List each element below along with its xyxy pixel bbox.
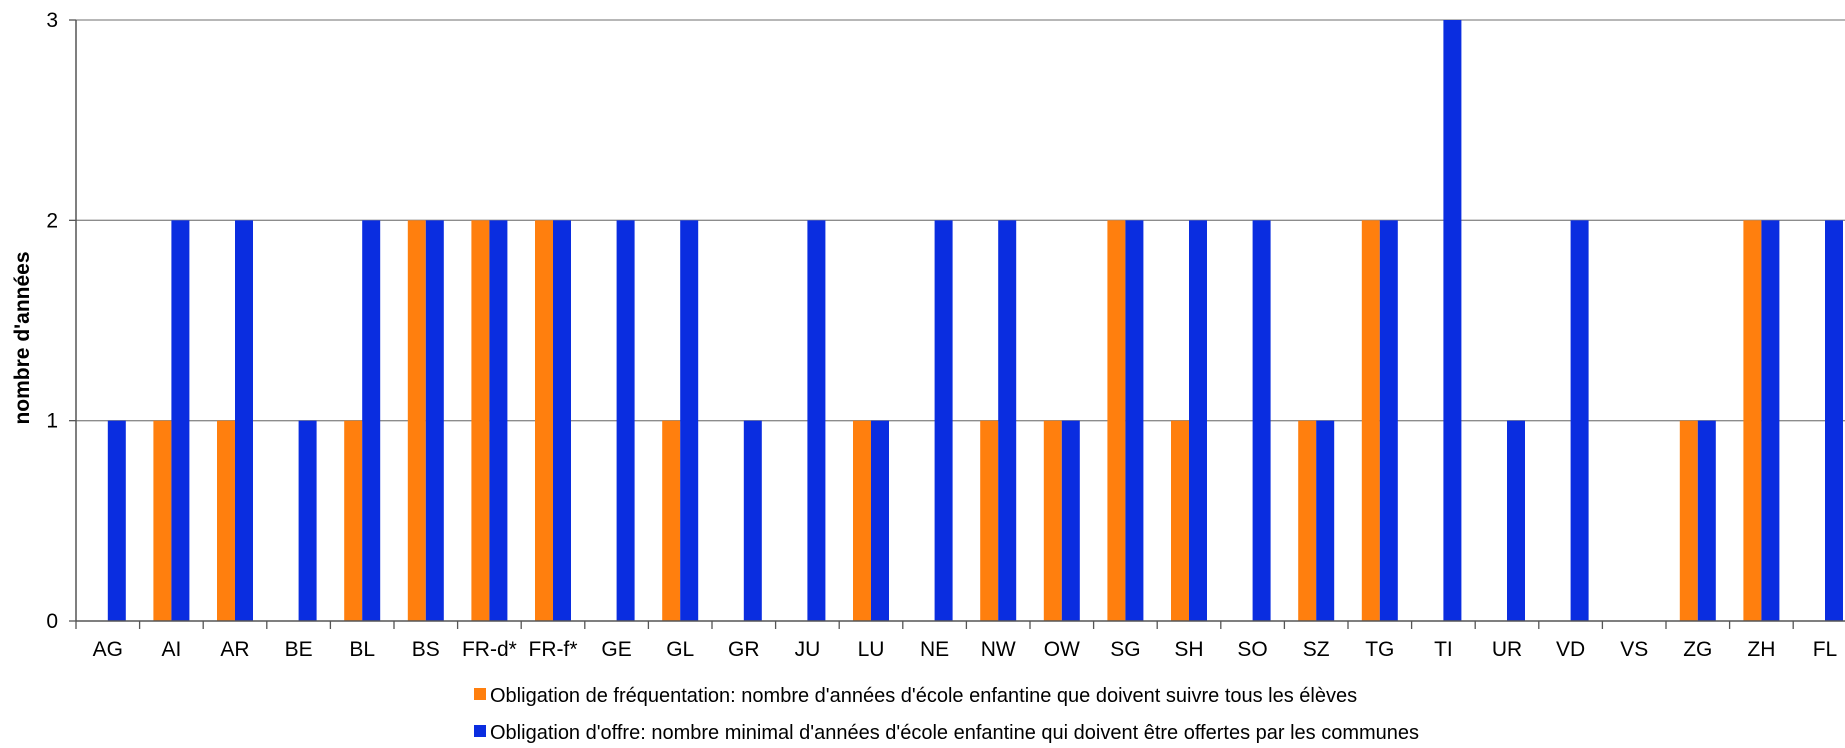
x-tick-label: BS (412, 638, 440, 661)
bar-offre-SZ (1316, 420, 1335, 621)
bar-frequentation-FR-d* (471, 220, 490, 622)
x-tick-label: VD (1556, 638, 1585, 661)
bar-frequentation-NW (980, 420, 999, 621)
bar-frequentation-LU (853, 420, 871, 621)
bar-frequentation-SZ (1298, 420, 1317, 621)
y-tick-label: 0 (46, 610, 58, 633)
x-tick-label: SH (1174, 638, 1203, 661)
bar-frequentation-ZH (1743, 220, 1762, 622)
legend-swatch (474, 725, 486, 737)
bar-frequentation-AI (153, 420, 172, 621)
bar-offre-FR-d* (489, 220, 508, 622)
x-tick-label: FR-d* (462, 638, 517, 661)
bar-offre-NE (934, 220, 953, 622)
bar-offre-AI (171, 220, 190, 622)
x-tick-label: AI (161, 638, 181, 661)
legend-entry: Obligation d'offre: nombre minimal d'ann… (490, 722, 1419, 744)
x-tick-label: TG (1365, 638, 1394, 661)
x-tick-label: BL (349, 638, 375, 661)
bar-frequentation-AR (217, 420, 235, 621)
x-tick-label: GL (666, 638, 694, 661)
bar-frequentation-SG (1107, 220, 1126, 622)
bar-frequentation-TG (1361, 220, 1380, 622)
y-tick-labels: 0 1 2 3 (46, 9, 58, 633)
x-tick-label: GR (728, 638, 760, 661)
bar-offre-AR (235, 220, 253, 622)
bar-offre-BL (362, 220, 381, 622)
y-tick-label: 1 (46, 410, 58, 433)
bar-frequentation-GL (662, 420, 681, 621)
x-tick-label: SZ (1303, 638, 1330, 661)
x-tick-label: FL (1813, 638, 1838, 661)
bar-offre-ZH (1761, 220, 1780, 622)
x-tick-label: BE (285, 638, 313, 661)
bar-frequentation-OW (1043, 420, 1062, 621)
x-tick-labels: AG AI AR BE BL BS FR-d* FR-f* GE GL GR JU LU NE NW OW SG… (93, 638, 1838, 661)
bar-offre-UR (1507, 420, 1525, 621)
legend: Obligation de fréquentation: nombre d'an… (474, 685, 1419, 744)
x-tick-label: OW (1044, 638, 1080, 661)
bar-offre-SO (1252, 220, 1271, 622)
x-tick-label: AG (93, 638, 123, 661)
x-tick-label: NW (981, 638, 1016, 661)
x-tick-label: LU (858, 638, 885, 661)
bar-offre-NW (998, 220, 1017, 622)
bar-offre-GR (743, 420, 762, 621)
x-tick-label: NE (920, 638, 949, 661)
x-tick-label: ZH (1747, 638, 1775, 661)
x-tick-label: SG (1110, 638, 1140, 661)
bar-offre-ZG (1697, 420, 1716, 621)
x-tick-label: UR (1492, 638, 1522, 661)
bar-offre-GL (680, 220, 699, 622)
legend-swatch (474, 688, 486, 700)
bar-offre-LU (871, 420, 889, 621)
x-tick-label: TI (1434, 638, 1453, 661)
bar-offre-BE (298, 420, 317, 621)
x-tick-label: ZG (1683, 638, 1712, 661)
y-tick-label: 2 (46, 209, 58, 232)
y-axis-label: nombre d'années (11, 251, 34, 424)
bar-frequentation-SH (1171, 420, 1189, 621)
bar-frequentation-BL (344, 420, 363, 621)
axes (69, 19, 1845, 629)
x-tick-label: GE (601, 638, 631, 661)
bar-offre-AG (107, 420, 126, 621)
bar-offre-OW (1061, 420, 1080, 621)
x-tick-label: AR (220, 638, 249, 661)
bar-offre-JU (807, 220, 826, 622)
bar-offre-GE (616, 220, 635, 622)
y-tick-label: 3 (46, 9, 58, 32)
x-tick-label: VS (1620, 638, 1648, 661)
bar-offre-VD (1570, 220, 1589, 622)
bar-offre-TG (1379, 220, 1398, 622)
bar-offre-TI (1443, 20, 1462, 621)
bar-offre-BS (425, 220, 444, 622)
legend-entry: Obligation de fréquentation: nombre d'an… (490, 685, 1357, 707)
x-tick-label: FR-f* (529, 638, 578, 661)
bar-frequentation-ZG (1679, 420, 1698, 621)
bar-offre-SH (1189, 220, 1207, 622)
bar-offre-FL (1825, 220, 1843, 622)
bar-offre-SG (1125, 220, 1144, 622)
x-tick-label: SO (1237, 638, 1267, 661)
bars (107, 20, 1843, 622)
bar-offre-FR-f* (553, 220, 571, 622)
x-tick-label: JU (795, 638, 821, 661)
bar-frequentation-BS (407, 220, 426, 622)
bar-frequentation-FR-f* (535, 220, 553, 622)
